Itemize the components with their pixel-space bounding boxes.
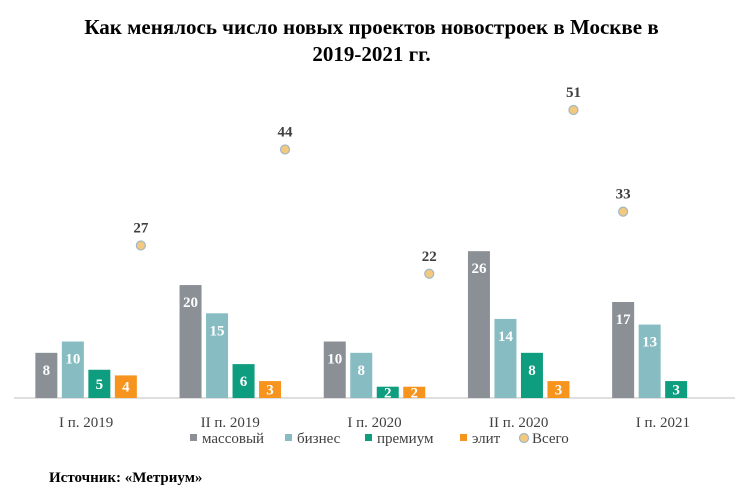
total-label-2: 22 <box>422 249 437 265</box>
total-label-0: 27 <box>133 221 149 237</box>
bar-премиум-3 <box>520 352 543 398</box>
data-label-массовый-1: 20 <box>183 295 198 311</box>
data-label-массовый-4: 17 <box>616 312 632 328</box>
data-label-бизнес-0: 10 <box>65 352 80 368</box>
bar-элит-3 <box>547 381 570 398</box>
legend-label-премиум: премиум <box>377 431 434 447</box>
total-marker-1 <box>279 144 291 155</box>
total-marker-3 <box>568 104 579 116</box>
bar-бизнес-0 <box>61 341 84 398</box>
legend-label-элит: элит <box>472 431 501 447</box>
bar-элит-0 <box>114 375 137 398</box>
bar-массовый-1 <box>179 285 202 398</box>
x-tick-label-2: I п. 2020 <box>347 415 401 431</box>
chart-title-line-2: 2019-2021 гг. <box>312 42 431 66</box>
data-label-премиум-1: 6 <box>240 374 248 390</box>
chart-title-line-1: Как менялось число новых проектов новост… <box>84 15 659 39</box>
bar-премиум-4 <box>665 381 688 398</box>
total-marker-2 <box>424 268 435 279</box>
legend-label-массовый: массовый <box>202 431 264 447</box>
legend-swatch-элит <box>460 434 467 441</box>
x-tick-label-3: II п. 2020 <box>489 415 548 431</box>
data-label-элит-3: 3 <box>555 383 563 399</box>
total-marker-4 <box>618 206 629 217</box>
data-label-бизнес-3: 14 <box>498 329 514 345</box>
data-label-массовый-0: 8 <box>43 363 51 379</box>
legend-swatch-премиум <box>365 434 372 441</box>
bar-премиум-1 <box>232 364 255 398</box>
data-label-премиум-2: 2 <box>384 385 392 401</box>
data-label-премиум-0: 5 <box>96 377 104 393</box>
bar-бизнес-1 <box>206 313 229 398</box>
data-label-массовый-2: 10 <box>327 352 342 368</box>
bar-бизнес-2 <box>350 352 373 398</box>
data-label-бизнес-2: 8 <box>358 363 366 379</box>
data-label-премиум-3: 8 <box>528 363 536 379</box>
legend-label-Всего: Всего <box>532 431 569 447</box>
bar-премиум-0 <box>88 369 111 398</box>
bar-массовый-4 <box>612 302 635 398</box>
total-label-4: 33 <box>616 187 631 203</box>
bar-массовый-0 <box>35 352 58 398</box>
legend-swatch-Всего <box>518 432 530 444</box>
data-label-бизнес-4: 13 <box>642 335 657 351</box>
bar-элит-1 <box>259 381 282 398</box>
data-label-элит-2: 2 <box>411 385 419 401</box>
data-label-премиум-4: 3 <box>672 383 680 399</box>
total-label-1: 44 <box>278 125 294 141</box>
data-label-элит-0: 4 <box>122 380 130 396</box>
x-tick-label-4: I п. 2021 <box>636 415 690 431</box>
total-label-3: 51 <box>566 85 581 101</box>
source-note: Источник: «Метриум» <box>49 470 203 486</box>
bar-массовый-3 <box>467 251 490 398</box>
data-label-массовый-3: 26 <box>471 261 487 277</box>
legend-swatch-массовый <box>190 434 197 441</box>
bar-бизнес-3 <box>494 318 517 398</box>
bar-массовый-2 <box>323 341 346 398</box>
bar-элит-2 <box>403 386 426 398</box>
legend-swatch-бизнес <box>285 434 292 441</box>
x-tick-label-0: I п. 2019 <box>59 415 113 431</box>
bar-премиум-2 <box>376 386 399 398</box>
x-tick-label-1: II п. 2019 <box>201 415 260 431</box>
bar-бизнес-4 <box>638 324 661 398</box>
total-marker-0 <box>135 240 146 251</box>
data-label-элит-1: 3 <box>266 383 274 399</box>
data-label-бизнес-1: 15 <box>210 323 225 339</box>
legend-label-бизнес: бизнес <box>297 431 341 447</box>
